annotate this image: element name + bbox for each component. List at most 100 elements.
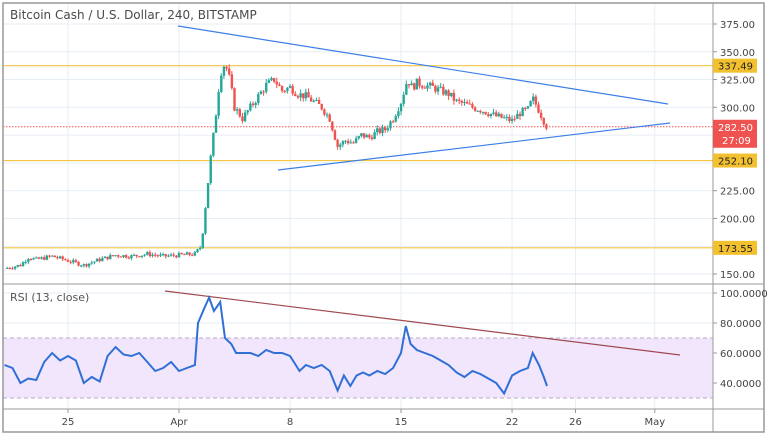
price-label: 150.00 bbox=[720, 270, 755, 281]
candle-body bbox=[526, 106, 530, 109]
candle-body bbox=[381, 127, 384, 134]
candle-body bbox=[228, 68, 231, 75]
candle-body bbox=[325, 114, 329, 116]
candle-body bbox=[450, 92, 453, 97]
candle-body bbox=[246, 110, 249, 113]
candle-body bbox=[109, 255, 112, 260]
candle-body bbox=[296, 95, 300, 98]
candle-body bbox=[167, 255, 170, 257]
candle-body bbox=[420, 85, 424, 88]
candle-body bbox=[198, 247, 202, 250]
candle-body bbox=[378, 128, 382, 134]
candle-body bbox=[537, 104, 540, 113]
time-label: May bbox=[644, 417, 665, 428]
candle-body bbox=[93, 261, 96, 263]
candle-body bbox=[106, 256, 109, 260]
time-label: 22 bbox=[506, 417, 519, 428]
candle-body bbox=[312, 100, 316, 102]
candle-body bbox=[154, 254, 157, 256]
candle-body bbox=[399, 103, 403, 112]
candle-body bbox=[209, 155, 212, 184]
candle-body bbox=[151, 254, 154, 257]
candle-body bbox=[235, 109, 239, 111]
candle-body bbox=[418, 78, 421, 86]
candle-body bbox=[465, 101, 469, 104]
time-label: 25 bbox=[62, 417, 75, 428]
candle-body bbox=[124, 255, 128, 258]
time-label: Apr bbox=[170, 417, 188, 428]
candle-body bbox=[323, 109, 326, 115]
candle-body bbox=[249, 103, 252, 111]
candle-body bbox=[180, 252, 183, 255]
candle-body bbox=[542, 117, 545, 125]
candle-body bbox=[410, 83, 413, 86]
candle-body bbox=[341, 141, 345, 145]
rsi-label: 100.0000 bbox=[720, 289, 768, 300]
level-price-label: 252.10 bbox=[718, 157, 753, 168]
price-label: 325.00 bbox=[720, 76, 755, 87]
candle-body bbox=[259, 91, 263, 95]
candle-body bbox=[29, 259, 33, 261]
candle-body bbox=[204, 208, 207, 234]
candle-body bbox=[280, 85, 284, 91]
candle-body bbox=[217, 91, 220, 116]
candle-body bbox=[138, 256, 141, 258]
candle-body bbox=[288, 85, 292, 88]
candle-body bbox=[513, 118, 516, 120]
candle-body bbox=[346, 140, 350, 144]
candle-body bbox=[77, 261, 80, 266]
candle-body bbox=[354, 138, 358, 143]
candle-body bbox=[333, 130, 337, 140]
level-price-badge bbox=[713, 58, 757, 73]
candle-body bbox=[508, 116, 511, 122]
candle-body bbox=[98, 258, 101, 262]
candle-body bbox=[135, 254, 138, 257]
candle-body bbox=[114, 255, 117, 257]
candle-body bbox=[529, 100, 532, 107]
candle-body bbox=[272, 78, 276, 82]
candle-body bbox=[191, 254, 194, 256]
candle-body bbox=[479, 110, 482, 113]
candle-body bbox=[431, 82, 434, 86]
candle-body bbox=[19, 265, 22, 267]
candle-body bbox=[241, 116, 244, 122]
candle-body bbox=[69, 261, 72, 263]
candle-body bbox=[233, 88, 236, 111]
rsi-label: 60.0000 bbox=[720, 349, 761, 360]
time-label: 15 bbox=[395, 417, 408, 428]
candle-body bbox=[159, 254, 162, 256]
candle-body bbox=[8, 267, 12, 269]
chart-frame bbox=[2, 2, 765, 433]
candle-body bbox=[502, 117, 506, 119]
candle-body bbox=[365, 134, 368, 138]
candle-body bbox=[175, 255, 178, 258]
candle-body bbox=[428, 82, 432, 86]
candle-body bbox=[56, 257, 59, 259]
price-label: 350.00 bbox=[720, 48, 755, 59]
candle-body bbox=[439, 86, 442, 88]
candle-body bbox=[254, 103, 257, 105]
candle-body bbox=[360, 133, 363, 137]
candle-body bbox=[146, 252, 149, 255]
candle-body bbox=[32, 258, 35, 260]
candle-body bbox=[423, 87, 427, 89]
candle-body bbox=[386, 128, 390, 131]
candle-body bbox=[505, 116, 508, 118]
candle-body bbox=[476, 110, 479, 112]
candle-body bbox=[85, 264, 88, 267]
horizontal-levels bbox=[3, 65, 713, 249]
candle-body bbox=[21, 262, 25, 267]
time-label: 26 bbox=[569, 417, 582, 428]
candle-body bbox=[516, 113, 519, 119]
candle-body bbox=[45, 255, 49, 260]
candle-body bbox=[111, 255, 115, 257]
candle-body bbox=[389, 121, 392, 129]
candle-body bbox=[72, 260, 75, 263]
candle-body bbox=[267, 80, 271, 83]
rsi-trendline bbox=[164, 290, 681, 356]
candle-body bbox=[402, 94, 405, 104]
candle-body bbox=[143, 254, 146, 256]
candle-body bbox=[376, 128, 379, 133]
